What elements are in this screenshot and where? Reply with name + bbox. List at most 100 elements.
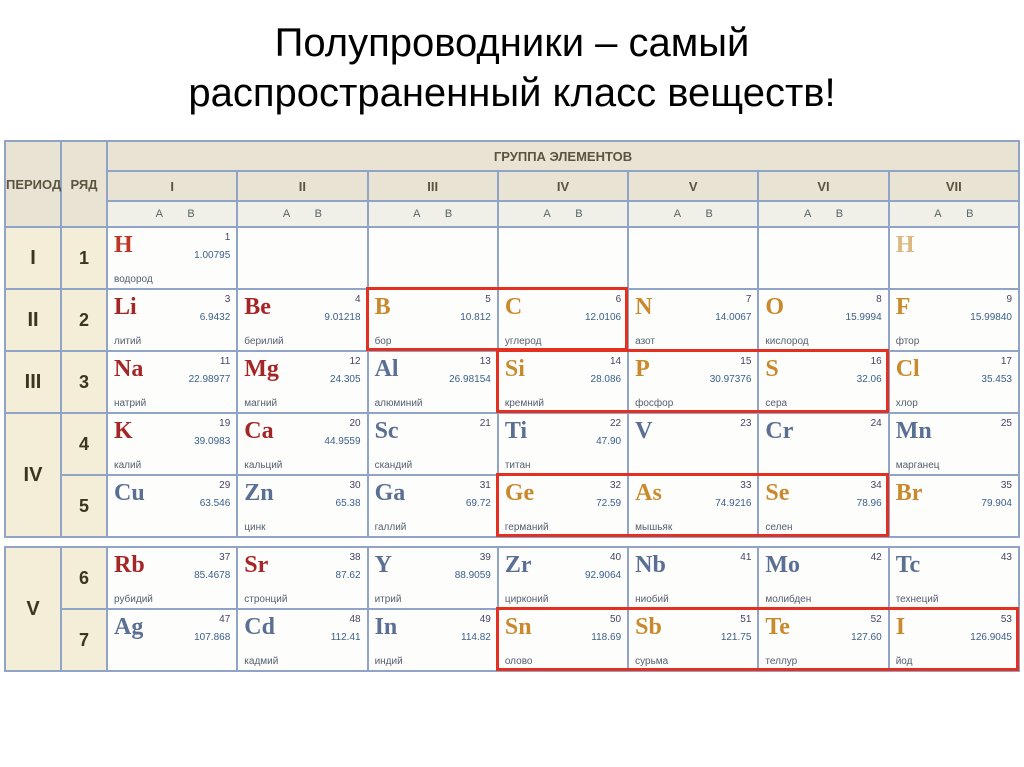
element-cell: H11.00795водород — [107, 227, 237, 289]
atomic-number: 33 — [740, 480, 751, 491]
row-num-cell: 4 — [61, 413, 107, 475]
atomic-mass: 1.00795 — [194, 250, 230, 261]
element-symbol: Mo — [765, 552, 800, 579]
row-num-cell: 3 — [61, 351, 107, 413]
periodic-table: ПЕРИОД РЯД ГРУППА ЭЛЕМЕНТОВ I II III IV … — [0, 140, 1024, 672]
element-name: фосфор — [635, 398, 673, 409]
element-cell: Zn3065.38цинк — [237, 475, 367, 537]
element-symbol: Zr — [505, 552, 532, 579]
atomic-mass: 88.9059 — [455, 570, 491, 581]
element-symbol: Na — [114, 356, 143, 383]
element-name: теллур — [765, 656, 797, 667]
atomic-mass: 14.0067 — [715, 312, 751, 323]
element-name: скандий — [375, 460, 413, 471]
element-name: олово — [505, 656, 533, 667]
element-cell: Na1122.98977натрий — [107, 351, 237, 413]
element-name: ниобий — [635, 594, 669, 605]
element-name: селен — [765, 522, 792, 533]
element-name: кремний — [505, 398, 544, 409]
atomic-mass: 9.01218 — [324, 312, 360, 323]
atomic-mass: 15.99840 — [970, 312, 1012, 323]
element-cell: Si1428.086кремний — [498, 351, 628, 413]
element-cell: Se3478.96селен — [758, 475, 888, 537]
period-cell: V — [5, 547, 61, 671]
atomic-mass: 92.9064 — [585, 570, 621, 581]
atomic-number: 11 — [220, 356, 230, 367]
element-cell: Ca2044.9559кальций — [237, 413, 367, 475]
element-symbol: H — [114, 232, 133, 259]
atomic-number: 37 — [219, 552, 230, 563]
element-cell: H — [889, 227, 1019, 289]
atomic-number: 23 — [740, 418, 751, 429]
element-cell: Ag47107.868 — [107, 609, 237, 671]
page-title: Полупроводники – самый распространенный … — [0, 0, 1024, 140]
element-cell: Ti2247.90титан — [498, 413, 628, 475]
element-symbol: S — [765, 356, 778, 383]
element-cell: Te52127.60теллур — [758, 609, 888, 671]
table-row: III3Na1122.98977натрийMg1224.305магнийAl… — [5, 351, 1019, 413]
row-num-cell: 2 — [61, 289, 107, 351]
atomic-mass: 69.72 — [466, 498, 491, 509]
element-cell: Ge3272.59германий — [498, 475, 628, 537]
element-cell: N714.0067азот — [628, 289, 758, 351]
atomic-number: 22 — [610, 418, 621, 429]
atomic-mass: 63.546 — [200, 498, 231, 509]
element-symbol: Se — [765, 480, 789, 507]
element-symbol: H — [896, 232, 915, 259]
element-cell: Tc43технеций — [889, 547, 1019, 609]
element-name: молибден — [765, 594, 811, 605]
atomic-number: 14 — [610, 356, 621, 367]
element-cell: Sr3887.62стронций — [237, 547, 367, 609]
element-cell: Cr24 — [758, 413, 888, 475]
element-symbol: Sn — [505, 614, 532, 641]
atomic-mass: 35.453 — [981, 374, 1012, 385]
atomic-mass: 85.4678 — [194, 570, 230, 581]
element-symbol: Ca — [244, 418, 273, 445]
element-cell: Al1326.98154алюминий — [368, 351, 498, 413]
atomic-mass: 107.868 — [194, 632, 230, 643]
hdr-V: V — [628, 171, 758, 201]
atomic-number: 6 — [616, 294, 622, 305]
element-name: рубидий — [114, 594, 153, 605]
hdr-VII: VII — [889, 171, 1019, 201]
atomic-number: 9 — [1006, 294, 1012, 305]
element-cell: V23 — [628, 413, 758, 475]
atomic-mass: 118.69 — [591, 632, 621, 643]
atomic-mass: 22.98977 — [189, 374, 231, 385]
element-symbol: K — [114, 418, 133, 445]
element-cell: Cd48112.41кадмий — [237, 609, 367, 671]
element-cell: Br3579.904 — [889, 475, 1019, 537]
element-symbol: In — [375, 614, 398, 641]
element-symbol: O — [765, 294, 784, 321]
element-symbol: Al — [375, 356, 399, 383]
atomic-mass: 74.9216 — [715, 498, 751, 509]
hdr-groups: ГРУППА ЭЛЕМЕНТОВ — [107, 141, 1019, 171]
atomic-number: 25 — [1001, 418, 1012, 429]
element-cell: Cl1735.453хлор — [889, 351, 1019, 413]
atomic-mass: 112.41 — [331, 632, 361, 643]
element-name: цинк — [244, 522, 265, 533]
atomic-mass: 114.82 — [461, 632, 491, 643]
element-symbol: As — [635, 480, 662, 507]
element-symbol: Ge — [505, 480, 534, 507]
element-symbol: Mg — [244, 356, 279, 383]
atomic-mass: 32.06 — [857, 374, 882, 385]
atomic-mass: 79.904 — [981, 498, 1012, 509]
atomic-mass: 65.38 — [336, 498, 361, 509]
atomic-number: 20 — [349, 418, 360, 429]
element-name: сурьма — [635, 656, 668, 667]
atomic-number: 5 — [485, 294, 491, 305]
element-name: магний — [244, 398, 277, 409]
element-symbol: Ga — [375, 480, 406, 507]
element-cell: Cu2963.546 — [107, 475, 237, 537]
table-row: 7Ag47107.868Cd48112.41кадмийIn49114.82ин… — [5, 609, 1019, 671]
element-cell: Mn25марганец — [889, 413, 1019, 475]
element-cell: Mo 42 молибден — [758, 547, 888, 609]
atomic-mass: 15.9994 — [846, 312, 882, 323]
element-symbol: Rb — [114, 552, 145, 579]
ab-1: A B — [107, 201, 237, 227]
atomic-number: 19 — [219, 418, 230, 429]
element-cell: Li36.9432литий — [107, 289, 237, 351]
element-name: кислород — [765, 336, 808, 347]
atomic-number: 42 — [871, 552, 882, 563]
